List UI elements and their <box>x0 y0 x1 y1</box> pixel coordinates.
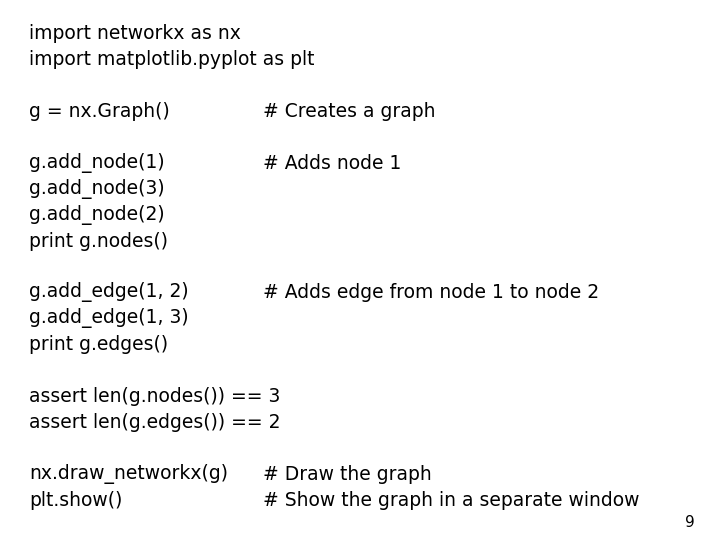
Text: # Creates a graph: # Creates a graph <box>263 102 436 121</box>
Text: g.add_node(3): g.add_node(3) <box>29 179 164 199</box>
Text: # Draw the graph: # Draw the graph <box>263 465 431 484</box>
Text: # Show the graph in a separate window: # Show the graph in a separate window <box>263 491 639 510</box>
Text: assert len(g.edges()) == 2: assert len(g.edges()) == 2 <box>29 413 280 432</box>
Text: g.add_edge(1, 3): g.add_edge(1, 3) <box>29 308 189 328</box>
Text: g = nx.Graph(): g = nx.Graph() <box>29 102 169 121</box>
Text: 9: 9 <box>685 515 695 530</box>
Text: g.add_node(1): g.add_node(1) <box>29 153 164 173</box>
Text: g.add_edge(1, 2): g.add_edge(1, 2) <box>29 282 189 302</box>
Text: nx.draw_networkx(g): nx.draw_networkx(g) <box>29 464 228 484</box>
Text: print g.edges(): print g.edges() <box>29 335 168 354</box>
Text: # Adds edge from node 1 to node 2: # Adds edge from node 1 to node 2 <box>263 284 599 302</box>
Text: g.add_node(2): g.add_node(2) <box>29 205 164 225</box>
Text: assert len(g.nodes()) == 3: assert len(g.nodes()) == 3 <box>29 387 280 406</box>
Text: print g.nodes(): print g.nodes() <box>29 232 168 251</box>
Text: import matplotlib.pyplot as plt: import matplotlib.pyplot as plt <box>29 50 315 69</box>
Text: plt.show(): plt.show() <box>29 491 122 510</box>
Text: import networkx as nx: import networkx as nx <box>29 24 240 43</box>
Text: # Adds node 1: # Adds node 1 <box>263 154 401 173</box>
